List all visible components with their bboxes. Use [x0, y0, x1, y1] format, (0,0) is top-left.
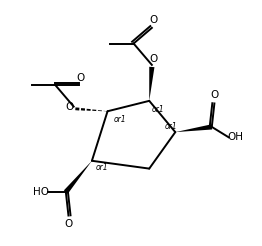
Polygon shape — [175, 124, 212, 132]
Text: O: O — [149, 15, 157, 25]
Text: O: O — [64, 219, 73, 229]
Text: or1: or1 — [165, 122, 177, 131]
Text: or1: or1 — [96, 163, 108, 172]
Text: O: O — [149, 54, 157, 64]
Polygon shape — [149, 67, 154, 101]
Text: O: O — [76, 73, 84, 83]
Text: O: O — [66, 102, 74, 112]
Text: OH: OH — [227, 132, 243, 142]
Text: HO: HO — [33, 187, 49, 197]
Polygon shape — [64, 161, 92, 194]
Text: O: O — [210, 90, 219, 100]
Text: or1: or1 — [152, 105, 165, 114]
Text: or1: or1 — [114, 115, 127, 124]
